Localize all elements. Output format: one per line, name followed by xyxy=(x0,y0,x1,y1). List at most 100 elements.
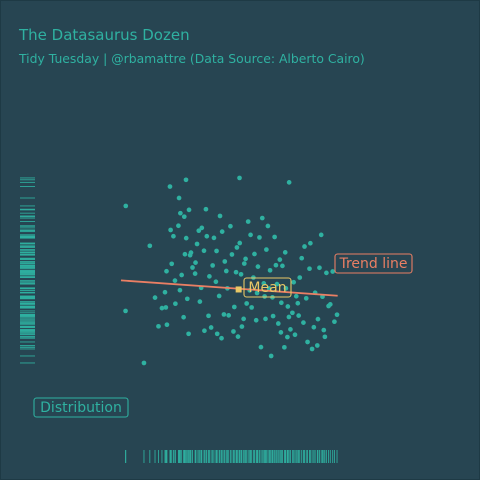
data-point-0 xyxy=(123,203,129,209)
trend-line xyxy=(120,279,338,297)
data-point-138 xyxy=(321,327,327,333)
chart-title: The Datasaurus Dozen xyxy=(18,26,190,44)
data-point-55 xyxy=(255,264,261,269)
data-point-106 xyxy=(222,259,228,264)
data-point-108 xyxy=(228,223,233,229)
data-point-129 xyxy=(296,313,302,318)
data-point-77 xyxy=(305,339,310,345)
data-point-111 xyxy=(239,324,245,329)
data-point-50 xyxy=(245,219,251,224)
mean-marker xyxy=(235,286,242,293)
data-point-83 xyxy=(322,334,328,340)
data-point-59 xyxy=(263,316,268,322)
data-point-17 xyxy=(177,287,183,293)
data-point-93 xyxy=(181,314,186,320)
data-point-37 xyxy=(217,213,223,219)
data-point-60 xyxy=(265,223,271,229)
data-point-36 xyxy=(214,331,220,337)
data-point-10 xyxy=(164,322,170,328)
data-point-21 xyxy=(183,235,189,241)
data-point-46 xyxy=(237,240,243,246)
data-point-16 xyxy=(176,223,181,229)
data-point-13 xyxy=(168,227,173,233)
data-point-12 xyxy=(167,184,173,189)
data-point-122 xyxy=(272,234,277,240)
data-point-22 xyxy=(186,331,191,337)
data-point-41 xyxy=(226,313,232,318)
mean-annotation-box xyxy=(243,277,292,298)
data-point-117 xyxy=(257,235,262,240)
data-point-143 xyxy=(285,304,291,309)
data-point-32 xyxy=(207,274,212,279)
data-point-127 xyxy=(291,279,297,285)
data-point-134 xyxy=(309,346,315,352)
data-point-102 xyxy=(210,263,215,268)
data-point-62 xyxy=(268,353,274,359)
data-point-42 xyxy=(229,252,235,257)
data-point-80 xyxy=(314,343,320,348)
data-point-69 xyxy=(283,285,289,291)
data-point-96 xyxy=(193,260,198,265)
data-point-57 xyxy=(259,215,265,221)
data-point-86 xyxy=(334,312,340,318)
data-point-61 xyxy=(267,267,273,273)
data-point-105 xyxy=(219,229,225,234)
data-point-97 xyxy=(196,228,202,234)
data-point-110 xyxy=(234,245,240,250)
data-point-76 xyxy=(302,244,307,249)
data-point-64 xyxy=(273,262,279,268)
mean-annotation-label: Mean xyxy=(248,280,286,296)
data-point-45 xyxy=(235,334,241,339)
data-point-38 xyxy=(219,335,224,341)
data-point-40 xyxy=(223,268,229,274)
data-point-28 xyxy=(197,299,203,304)
data-point-66 xyxy=(277,257,283,262)
data-point-136 xyxy=(315,316,321,322)
data-point-114 xyxy=(248,232,253,238)
data-point-8 xyxy=(159,305,165,311)
data-point-132 xyxy=(303,295,309,301)
data-point-85 xyxy=(330,269,336,274)
data-point-130 xyxy=(299,255,305,261)
distribution-annotation-box xyxy=(33,397,129,418)
data-point-3 xyxy=(286,180,292,185)
data-point-73 xyxy=(292,332,298,338)
data-point-54 xyxy=(253,317,259,323)
data-point-140 xyxy=(327,302,333,307)
data-point-123 xyxy=(274,281,280,287)
data-point-27 xyxy=(194,241,200,247)
data-point-2 xyxy=(237,175,242,181)
data-point-125 xyxy=(282,250,288,255)
data-point-103 xyxy=(214,248,219,254)
data-point-89 xyxy=(176,195,182,201)
data-point-56 xyxy=(258,344,264,350)
data-point-100 xyxy=(203,206,209,212)
data-point-5 xyxy=(141,360,147,366)
data-point-48 xyxy=(241,316,246,322)
data-point-72 xyxy=(290,310,295,316)
data-point-67 xyxy=(280,263,285,269)
data-point-1 xyxy=(183,177,189,183)
data-point-95 xyxy=(186,207,192,213)
data-point-139 xyxy=(324,270,329,276)
data-point-9 xyxy=(162,289,168,295)
data-point-63 xyxy=(270,313,276,319)
data-point-20 xyxy=(182,251,188,257)
distribution-annotation-label: Distribution xyxy=(40,400,122,416)
data-point-75 xyxy=(297,275,303,280)
data-point-43 xyxy=(231,304,237,310)
data-point-112 xyxy=(241,261,247,266)
data-point-116 xyxy=(254,290,260,296)
data-point-78 xyxy=(308,240,313,246)
data-point-15 xyxy=(172,278,178,283)
data-point-26 xyxy=(192,271,198,276)
data-point-11 xyxy=(164,268,169,274)
data-point-142 xyxy=(278,330,284,335)
data-point-47 xyxy=(238,271,244,277)
data-point-4 xyxy=(123,308,128,314)
data-point-74 xyxy=(295,300,301,306)
data-point-141 xyxy=(332,319,337,325)
data-point-94 xyxy=(184,296,190,302)
